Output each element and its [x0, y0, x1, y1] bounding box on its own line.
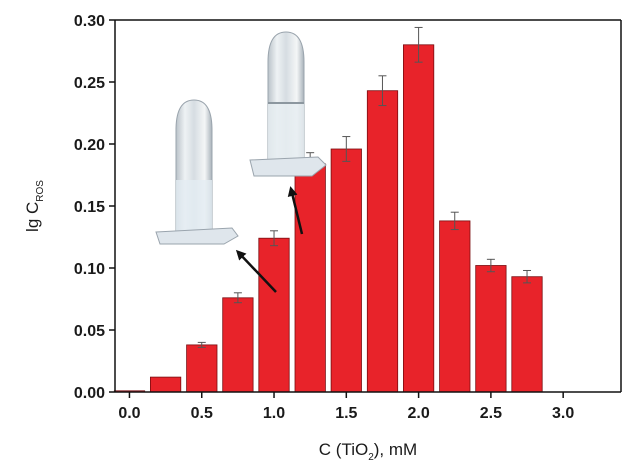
- error-bar: [378, 75, 387, 107]
- error-bar: [342, 136, 351, 162]
- bar: [258, 237, 290, 393]
- error-bars-layer: [197, 26, 532, 348]
- x-axis-title: C (TiO2), mM: [319, 440, 417, 463]
- bar: [439, 220, 471, 393]
- x-tick-label: 1.5: [335, 405, 357, 422]
- bar: [475, 265, 507, 393]
- y-tick-label: 0.30: [74, 13, 105, 30]
- error-bar: [233, 292, 242, 304]
- arrow-left: [235, 249, 277, 293]
- x-tick-label: 2.0: [407, 405, 429, 422]
- vial-right-photo: [249, 31, 327, 177]
- x-tick-label: 1.0: [263, 405, 285, 422]
- x-tick-label: 0.5: [191, 405, 213, 422]
- y-tick-label: 0.25: [74, 75, 105, 92]
- error-bar: [523, 269, 532, 284]
- error-bar: [450, 211, 459, 231]
- y-tick-label: 0.15: [74, 199, 105, 216]
- bar: [149, 376, 182, 393]
- y-tick-label: 0.05: [74, 323, 105, 340]
- y-axis-ticks: 0.00 0.05 0.10 0.15 0.20 0.25 0.30: [74, 13, 115, 402]
- error-bar: [270, 230, 279, 247]
- vial-left-photo: [155, 99, 239, 245]
- y-tick-label: 0.00: [74, 385, 105, 402]
- bar: [330, 148, 362, 393]
- x-axis-ticks: 0.0 0.5 1.0 1.5 2.0 2.5 3.0: [118, 392, 574, 422]
- x-tick-label: 0.0: [118, 405, 140, 422]
- y-tick-label: 0.10: [74, 261, 105, 278]
- arrow-right: [287, 186, 304, 235]
- bar: [511, 276, 543, 393]
- bar: [402, 44, 435, 393]
- bar: [294, 163, 326, 393]
- bar: [186, 344, 218, 393]
- error-bar: [414, 26, 423, 63]
- x-tick-label: 3.0: [552, 405, 574, 422]
- y-axis-title: lg CROS: [23, 180, 46, 232]
- bar: [222, 297, 254, 393]
- y-tick-label: 0.20: [74, 137, 105, 154]
- bar: [366, 90, 399, 393]
- error-bar: [197, 341, 206, 348]
- error-bar: [486, 258, 495, 273]
- bars-layer: [113, 44, 543, 393]
- x-tick-label: 2.5: [480, 405, 502, 422]
